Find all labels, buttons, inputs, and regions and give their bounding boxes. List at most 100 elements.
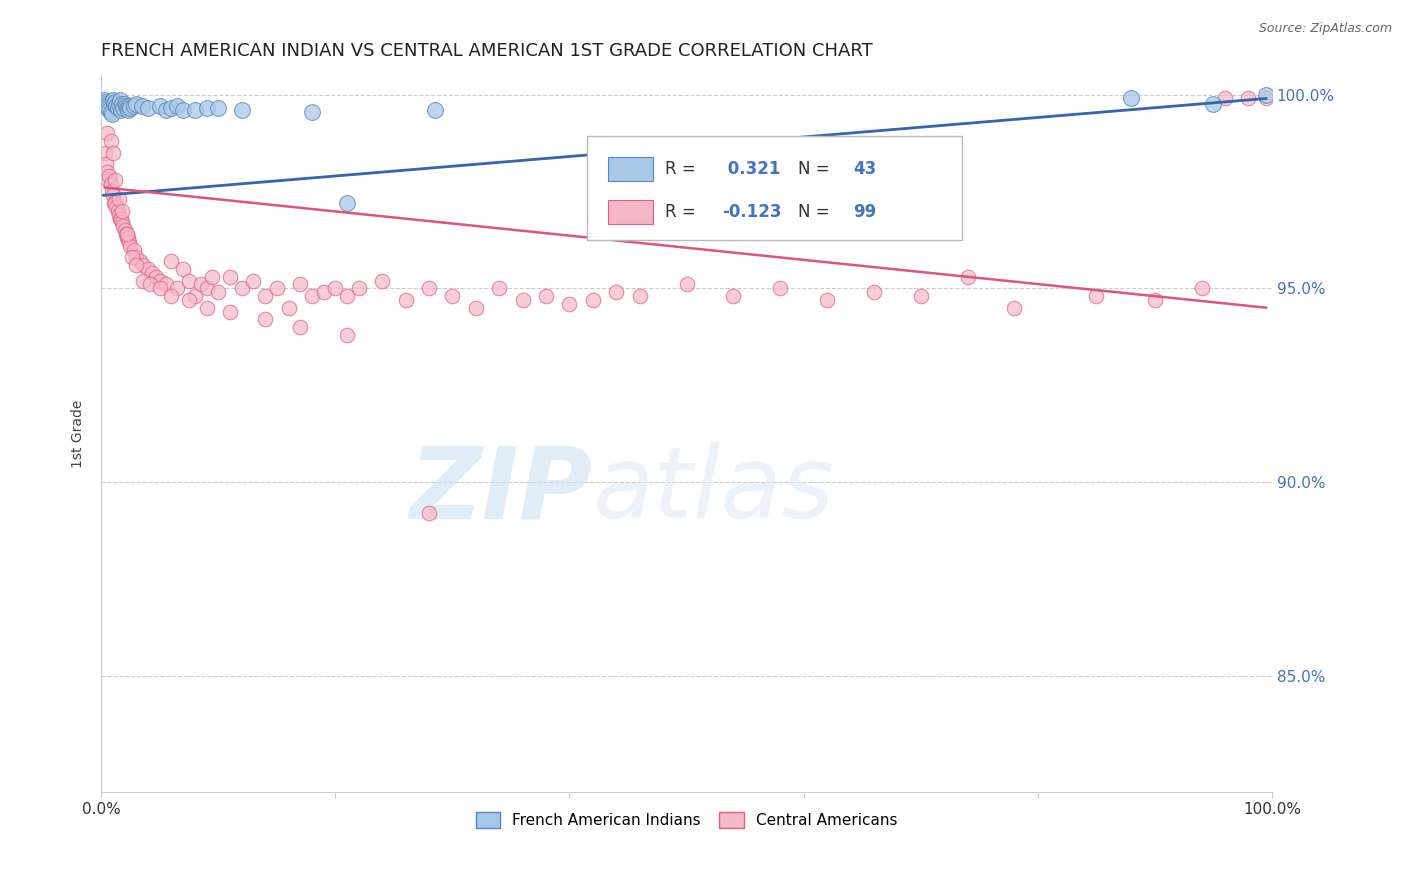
Point: [100, 177, 122, 191]
Point: [149, 281, 172, 295]
Legend: French American Indians, Central Americans: French American Indians, Central America…: [470, 805, 904, 835]
Point: [107, 192, 129, 206]
Point: [675, 277, 697, 292]
Point: [266, 281, 288, 295]
Point: [97, 173, 120, 187]
Point: [910, 289, 932, 303]
Point: [93, 94, 115, 108]
Point: [110, 211, 132, 226]
Point: [111, 203, 134, 218]
Point: [177, 293, 200, 307]
Point: [136, 261, 159, 276]
Text: N =: N =: [797, 160, 835, 178]
Point: [160, 254, 183, 268]
Point: [312, 285, 335, 300]
Point: [336, 196, 359, 211]
Point: [111, 97, 134, 112]
Point: [605, 285, 627, 300]
Point: [103, 97, 125, 112]
Point: [117, 103, 139, 117]
Point: [111, 215, 134, 229]
Point: [769, 281, 792, 295]
Y-axis label: 1st Grade: 1st Grade: [72, 400, 86, 467]
Point: [97, 101, 120, 115]
Point: [114, 99, 136, 113]
Point: [115, 231, 138, 245]
Point: [1254, 87, 1277, 102]
Point: [207, 101, 229, 115]
Point: [93, 95, 115, 110]
Bar: [609, 158, 652, 181]
Point: [122, 99, 145, 113]
Point: [94, 97, 117, 112]
Point: [201, 269, 224, 284]
Point: [254, 312, 277, 326]
Point: [115, 101, 138, 115]
Point: [488, 281, 510, 295]
Point: [98, 103, 121, 117]
Point: [195, 281, 218, 295]
Point: [107, 97, 129, 112]
Point: [172, 103, 194, 117]
Text: N =: N =: [797, 202, 835, 220]
Text: 99: 99: [853, 202, 876, 220]
Point: [512, 293, 534, 307]
Point: [219, 304, 242, 318]
Point: [231, 281, 253, 295]
Point: [219, 269, 242, 284]
Point: [394, 293, 416, 307]
Point: [1254, 91, 1277, 105]
Point: [114, 223, 136, 237]
Point: [141, 266, 163, 280]
Point: [1213, 91, 1236, 105]
Point: [125, 250, 148, 264]
Text: R =: R =: [665, 160, 702, 178]
Point: [104, 173, 127, 187]
Point: [347, 281, 370, 295]
Point: [96, 99, 118, 113]
Point: [103, 196, 125, 211]
Point: [139, 277, 162, 292]
Point: [115, 227, 138, 241]
Point: [112, 219, 135, 234]
Point: [418, 281, 440, 295]
Point: [1002, 301, 1025, 315]
Text: -0.123: -0.123: [721, 202, 782, 220]
Point: [105, 200, 128, 214]
Point: [110, 103, 132, 117]
Point: [301, 289, 323, 303]
Point: [128, 254, 150, 268]
Point: [114, 227, 136, 241]
Point: [172, 261, 194, 276]
Point: [100, 185, 122, 199]
Text: ZIP: ZIP: [411, 442, 593, 540]
Point: [1191, 281, 1213, 295]
Point: [108, 94, 131, 108]
Point: [1143, 293, 1166, 307]
Point: [723, 289, 745, 303]
Point: [290, 277, 312, 292]
Point: [108, 211, 131, 226]
Point: [132, 274, 155, 288]
Point: [101, 94, 124, 108]
Point: [534, 289, 557, 303]
Point: [1085, 289, 1108, 303]
Point: [242, 274, 264, 288]
Point: [177, 274, 200, 288]
Point: [184, 289, 207, 303]
Point: [336, 289, 359, 303]
Point: [117, 231, 139, 245]
Point: [101, 188, 124, 202]
Point: [107, 203, 129, 218]
Point: [125, 97, 148, 112]
Point: [815, 293, 838, 307]
Point: [325, 281, 347, 295]
Point: [290, 320, 312, 334]
FancyBboxPatch shape: [588, 136, 962, 240]
Text: R =: R =: [665, 202, 702, 220]
Point: [1121, 91, 1143, 105]
Text: FRENCH AMERICAN INDIAN VS CENTRAL AMERICAN 1ST GRADE CORRELATION CHART: FRENCH AMERICAN INDIAN VS CENTRAL AMERIC…: [101, 42, 873, 60]
Point: [464, 301, 486, 315]
Point: [94, 157, 117, 171]
Point: [582, 293, 605, 307]
